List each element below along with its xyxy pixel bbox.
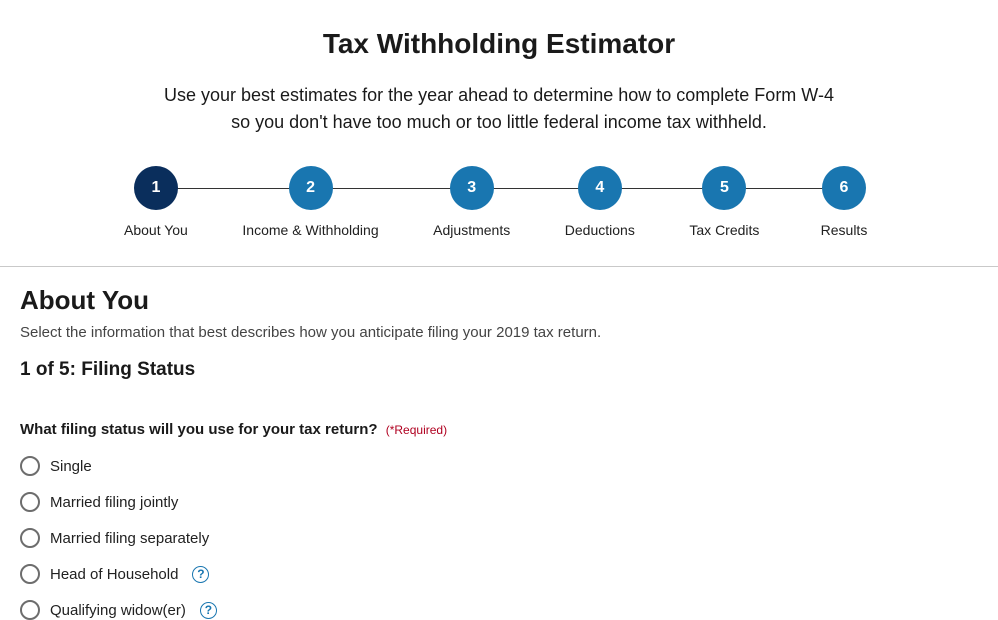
radio-circle-icon [20,600,40,620]
step-adjustments[interactable]: 3 Adjustments [433,166,510,238]
step-circle: 6 [822,166,866,210]
step-label: Results [821,222,868,238]
step-tax-credits[interactable]: 5 Tax Credits [689,166,759,238]
step-circle: 5 [702,166,746,210]
progress-stepper: 1 About You 2 Income & Withholding 3 Adjustme… [114,166,884,238]
radio-circle-icon [20,492,40,512]
section-divider [0,266,998,267]
filing-status-question: What filing status will you use for your… [20,421,978,438]
radio-circle-icon [20,564,40,584]
step-circle: 1 [134,166,178,210]
page-title: Tax Withholding Estimator [0,28,998,60]
step-circle: 4 [578,166,622,210]
radio-label: Head of Household [50,566,178,583]
help-icon[interactable]: ? [200,602,217,619]
step-label: Income & Withholding [242,222,378,238]
radio-label: Married filing jointly [50,494,178,511]
substep-heading: 1 of 5: Filing Status [20,359,978,381]
step-circle: 2 [289,166,333,210]
step-income-withholding[interactable]: 2 Income & Withholding [242,166,378,238]
radio-married-filing-jointly[interactable]: Married filing jointly [20,492,978,512]
required-indicator: (*Required) [386,423,447,437]
step-label: Deductions [565,222,635,238]
radio-label: Single [50,458,92,475]
step-circle: 3 [450,166,494,210]
radio-married-filing-separately[interactable]: Married filing separately [20,528,978,548]
step-results[interactable]: 6 Results [814,166,874,238]
filing-status-radio-group: Single Married filing jointly Married fili… [20,456,978,620]
radio-single[interactable]: Single [20,456,978,476]
step-label: About You [124,222,188,238]
step-label: Adjustments [433,222,510,238]
radio-circle-icon [20,456,40,476]
page-header: Tax Withholding Estimator Use your best … [0,0,998,238]
section-description: Select the information that best describ… [20,324,978,341]
content-region: About You Select the information that be… [0,285,998,620]
question-text: What filing status will you use for your… [20,421,378,438]
help-icon[interactable]: ? [192,566,209,583]
step-deductions[interactable]: 4 Deductions [565,166,635,238]
radio-qualifying-widow-er-[interactable]: Qualifying widow(er)? [20,600,978,620]
radio-head-of-household[interactable]: Head of Household? [20,564,978,584]
page-subtitle: Use your best estimates for the year ahe… [159,82,839,136]
step-about-you[interactable]: 1 About You [124,166,188,238]
radio-label: Qualifying widow(er) [50,602,186,619]
radio-label: Married filing separately [50,530,209,547]
step-label: Tax Credits [689,222,759,238]
radio-circle-icon [20,528,40,548]
section-heading: About You [20,285,978,316]
